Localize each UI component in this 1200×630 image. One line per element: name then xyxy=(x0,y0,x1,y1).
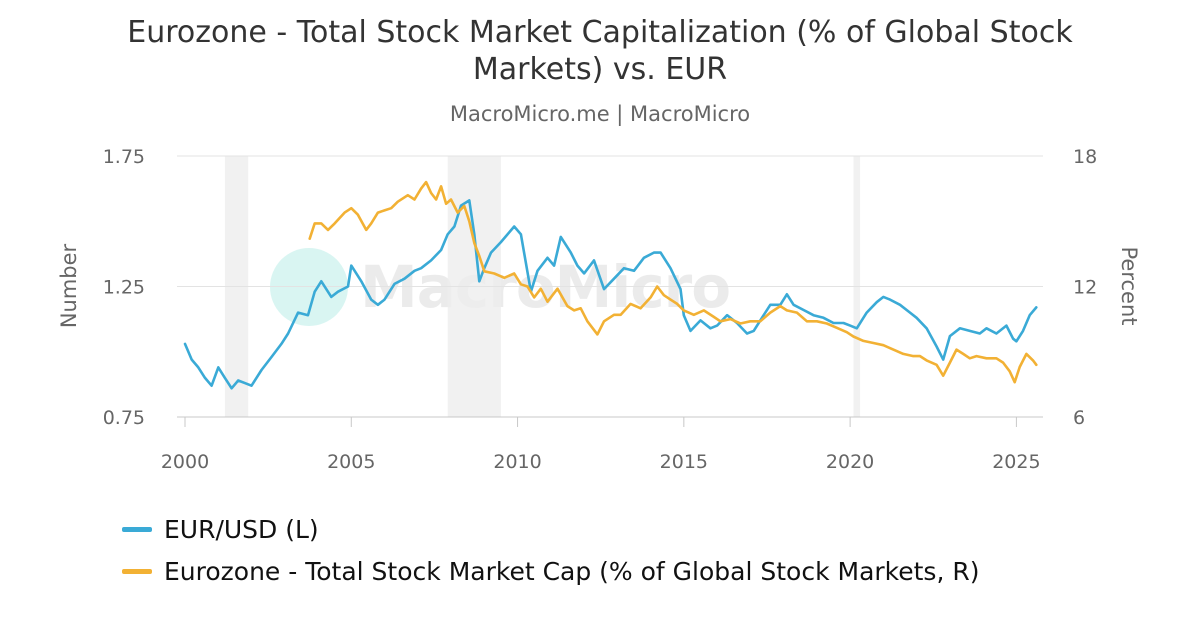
y-left-tick-label: 0.75 xyxy=(103,407,145,429)
chart-title: Eurozone - Total Stock Market Capitaliza… xyxy=(0,14,1200,88)
gridlines: 0.75 1.25 1.75 6 12 18 xyxy=(103,146,1098,429)
chart-title-line-1: Eurozone - Total Stock Market Capitaliza… xyxy=(127,15,1073,50)
series-lines xyxy=(183,180,1038,390)
y-left-tick-label: 1.75 xyxy=(103,146,145,168)
y-right-tick-label: 6 xyxy=(1073,407,1085,429)
y-left-tick-label: 1.25 xyxy=(103,277,145,299)
x-tick-label: 2000 xyxy=(161,451,209,473)
legend-label-stock-cap: Eurozone - Total Stock Market Cap (% of … xyxy=(164,556,980,586)
legend-item-stock-cap[interactable]: Eurozone - Total Stock Market Cap (% of … xyxy=(122,550,979,592)
legend: EUR/USD (L) Eurozone - Total Stock Marke… xyxy=(122,508,979,592)
y-axis-right-title: Percent xyxy=(1117,246,1141,325)
legend-swatch-eurusd xyxy=(122,526,152,532)
y-right-tick-label: 12 xyxy=(1073,277,1097,299)
legend-label-eurusd: EUR/USD (L) xyxy=(164,514,319,544)
axes: 2000 2005 2010 2015 2020 2025 xyxy=(161,417,1041,473)
series-line-stock-cap xyxy=(308,180,1038,384)
chart-subtitle: MacroMicro.me | MacroMicro xyxy=(449,102,751,126)
x-tick-label: 2005 xyxy=(327,451,375,473)
legend-swatch-stock-cap xyxy=(122,568,152,574)
x-tick-label: 2020 xyxy=(826,451,874,473)
series-line-eurusd xyxy=(183,199,1038,390)
legend-item-eurusd[interactable]: EUR/USD (L) xyxy=(122,508,979,550)
y-axis-left-title: Number xyxy=(57,243,81,328)
x-tick-label: 2010 xyxy=(493,451,541,473)
chart-title-line-2: Markets) vs. EUR xyxy=(472,52,728,87)
y-right-tick-label: 18 xyxy=(1073,146,1097,168)
x-tick-label: 2015 xyxy=(660,451,708,473)
x-tick-label: 2025 xyxy=(992,451,1040,473)
